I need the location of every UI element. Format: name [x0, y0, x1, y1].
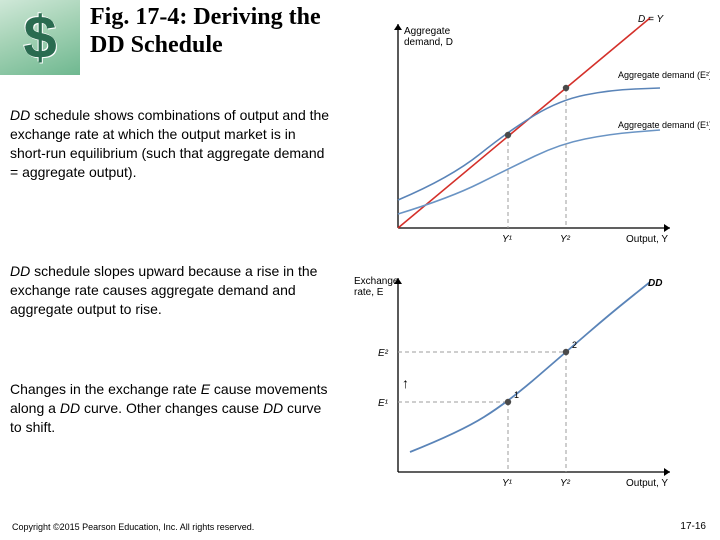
paragraph-2: DD schedule slopes upward because a rise…	[10, 262, 335, 319]
copyright-text: Copyright ©2015 Pearson Education, Inc. …	[12, 522, 254, 532]
svg-text:rate, E: rate, E	[354, 287, 384, 298]
svg-text:Output, Y: Output, Y	[626, 478, 668, 489]
svg-text:E¹: E¹	[378, 398, 389, 409]
svg-text:Aggregate: Aggregate	[404, 26, 451, 37]
page-number: 17-16	[680, 521, 706, 532]
svg-text:Output, Y: Output, Y	[626, 234, 668, 245]
paragraph-3: Changes in the exchange rate E cause mov…	[10, 380, 335, 437]
svg-text:Aggregate demand (E²): Aggregate demand (E²)	[618, 70, 710, 80]
svg-text:1: 1	[514, 390, 519, 400]
svg-text:Exchange: Exchange	[354, 276, 399, 287]
svg-text:Y²: Y²	[560, 234, 571, 245]
svg-text:↑: ↑	[402, 375, 409, 391]
dd-schedule-chart: Exchangerate, E Output, Y DD 1 E¹ Y¹ 2 E² Y² ↑	[350, 262, 710, 502]
svg-text:Aggregate demand (E¹): Aggregate demand (E¹)	[618, 120, 710, 130]
svg-text:DD: DD	[648, 278, 662, 289]
svg-text:Y²: Y²	[560, 478, 571, 489]
svg-text:Y¹: Y¹	[502, 234, 513, 245]
brand-logo: $	[0, 0, 80, 75]
paragraph-1: DD schedule shows combinations of output…	[10, 106, 335, 182]
svg-text:D = Y: D = Y	[638, 14, 664, 25]
svg-text:2: 2	[572, 340, 577, 350]
aggregate-demand-chart: Aggregatedemand, D Output, Y D = Y Aggregat…	[350, 8, 710, 256]
svg-text:Y¹: Y¹	[502, 478, 513, 489]
svg-text:demand, D: demand, D	[404, 37, 453, 48]
figure-title: Fig. 17-4: Deriving the DD Schedule	[90, 4, 340, 59]
svg-text:E²: E²	[378, 348, 389, 359]
